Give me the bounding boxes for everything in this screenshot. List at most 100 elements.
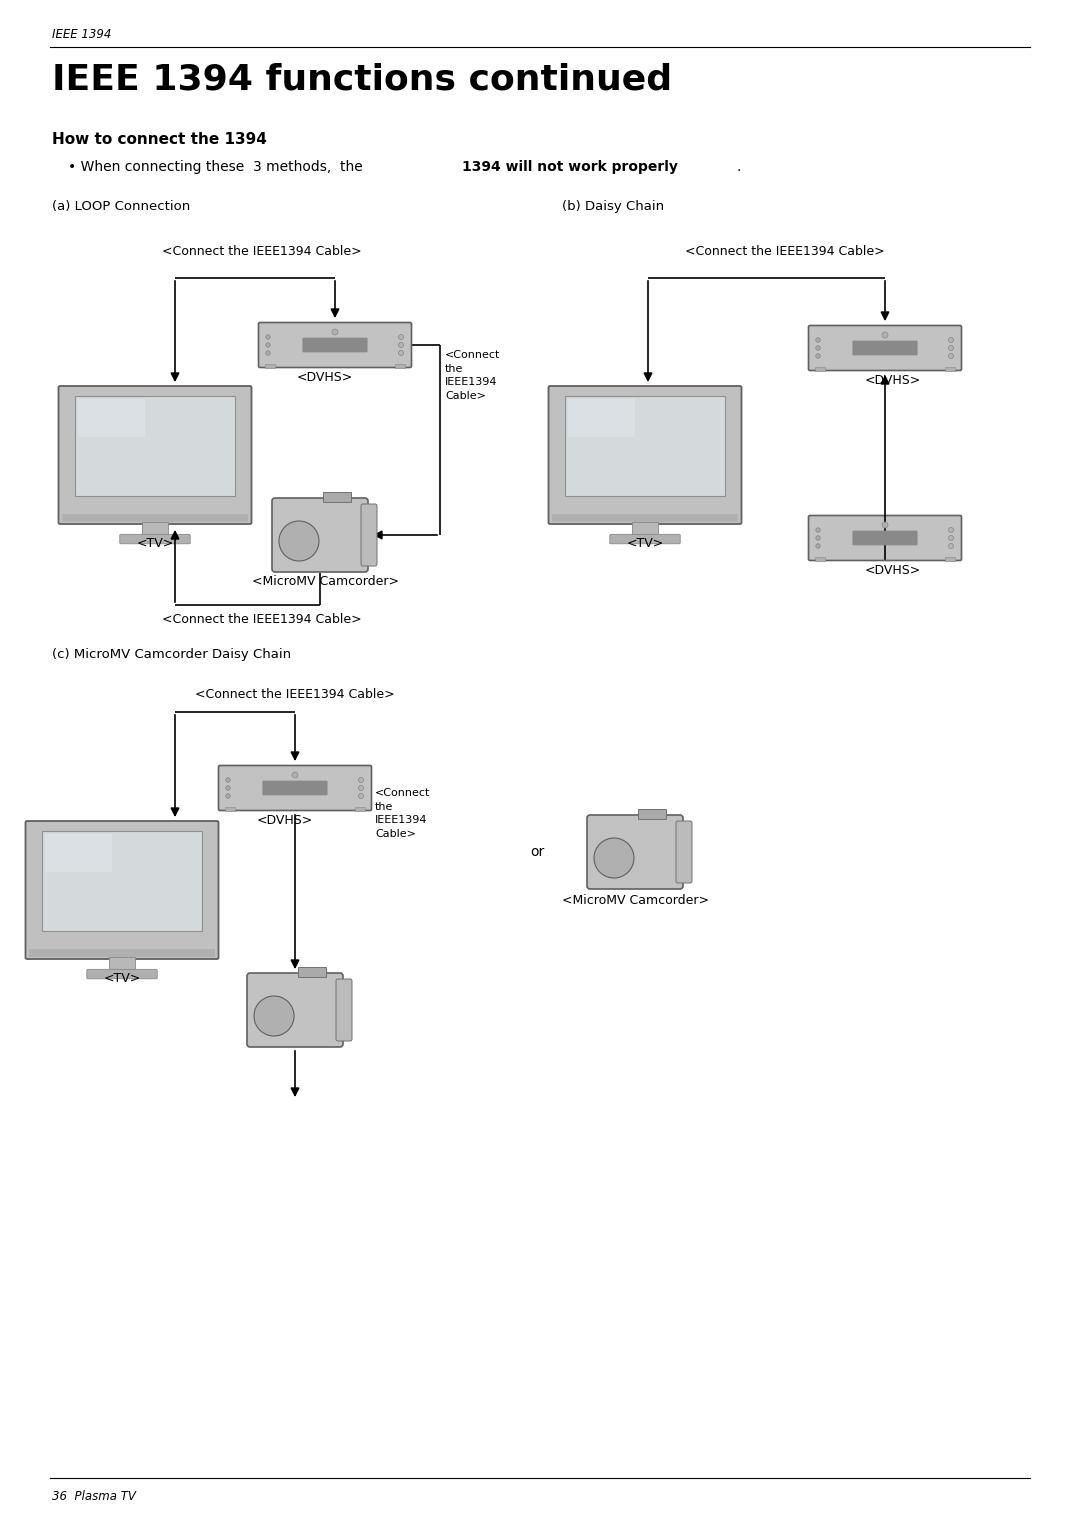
Bar (815, 558, 825, 561)
FancyBboxPatch shape (361, 504, 377, 565)
Circle shape (815, 354, 820, 358)
FancyBboxPatch shape (272, 498, 368, 571)
Text: <MicroMV Camcorder>: <MicroMV Camcorder> (562, 894, 708, 908)
Circle shape (226, 795, 230, 798)
FancyBboxPatch shape (676, 821, 692, 883)
Text: <TV>: <TV> (626, 536, 663, 550)
Circle shape (948, 345, 954, 350)
FancyBboxPatch shape (42, 831, 202, 931)
Circle shape (815, 527, 820, 532)
Text: 1394 will not work properly: 1394 will not work properly (462, 160, 678, 174)
Circle shape (399, 342, 404, 347)
FancyBboxPatch shape (638, 810, 666, 819)
Text: <Connect the IEEE1394 Cable>: <Connect the IEEE1394 Cable> (195, 688, 395, 701)
Circle shape (948, 527, 954, 532)
Circle shape (226, 778, 230, 782)
Text: 36  Plasma TV: 36 Plasma TV (52, 1490, 136, 1504)
FancyBboxPatch shape (45, 834, 112, 871)
Text: <DVHS>: <DVHS> (865, 564, 921, 578)
Circle shape (270, 1012, 278, 1021)
Circle shape (882, 332, 888, 338)
FancyBboxPatch shape (610, 535, 680, 544)
FancyBboxPatch shape (549, 387, 742, 524)
Circle shape (399, 335, 404, 339)
FancyBboxPatch shape (120, 535, 190, 544)
Circle shape (948, 353, 954, 359)
FancyBboxPatch shape (76, 396, 234, 495)
Text: <MicroMV Camcorder>: <MicroMV Camcorder> (252, 575, 399, 588)
Circle shape (606, 850, 622, 866)
Text: IEEE 1394 functions continued: IEEE 1394 functions continued (52, 63, 672, 96)
FancyBboxPatch shape (258, 322, 411, 368)
Bar (552, 513, 738, 521)
Bar (265, 364, 275, 368)
Circle shape (285, 527, 313, 555)
Circle shape (948, 338, 954, 342)
Circle shape (359, 778, 364, 782)
Circle shape (266, 342, 270, 347)
Circle shape (948, 544, 954, 549)
Text: IEEE 1394: IEEE 1394 (52, 28, 111, 41)
FancyBboxPatch shape (264, 781, 327, 795)
Circle shape (359, 785, 364, 790)
Circle shape (948, 535, 954, 541)
Bar (62, 513, 248, 521)
Text: (c) MicroMV Camcorder Daisy Chain: (c) MicroMV Camcorder Daisy Chain (52, 648, 292, 662)
FancyBboxPatch shape (247, 973, 343, 1047)
FancyBboxPatch shape (298, 967, 326, 978)
Circle shape (295, 536, 303, 545)
Bar (945, 558, 955, 561)
FancyBboxPatch shape (303, 338, 367, 351)
Circle shape (399, 350, 404, 356)
FancyBboxPatch shape (588, 814, 683, 889)
Circle shape (815, 536, 820, 541)
Text: <Connect the IEEE1394 Cable>: <Connect the IEEE1394 Cable> (685, 244, 885, 258)
Circle shape (266, 1008, 282, 1024)
Circle shape (815, 338, 820, 342)
Circle shape (291, 533, 307, 549)
Bar (109, 957, 135, 972)
Circle shape (266, 351, 270, 354)
Circle shape (332, 329, 338, 335)
FancyBboxPatch shape (853, 532, 917, 545)
Circle shape (815, 544, 820, 549)
Circle shape (254, 996, 294, 1036)
FancyBboxPatch shape (86, 969, 158, 979)
FancyBboxPatch shape (565, 396, 725, 495)
Bar (945, 367, 955, 371)
Circle shape (594, 837, 634, 879)
FancyBboxPatch shape (809, 515, 961, 561)
Circle shape (279, 521, 319, 561)
Text: How to connect the 1394: How to connect the 1394 (52, 131, 267, 147)
Text: (a) LOOP Connection: (a) LOOP Connection (52, 200, 190, 212)
FancyBboxPatch shape (26, 821, 218, 960)
Bar (815, 367, 825, 371)
Circle shape (815, 345, 820, 350)
Circle shape (359, 793, 364, 799)
Bar (355, 807, 365, 811)
Text: <DVHS>: <DVHS> (297, 371, 353, 384)
Circle shape (226, 785, 230, 790)
Bar (632, 521, 659, 536)
Bar (395, 364, 405, 368)
FancyBboxPatch shape (78, 399, 145, 437)
Text: <Connect
the
IEEE1394
Cable>: <Connect the IEEE1394 Cable> (375, 788, 430, 839)
Circle shape (260, 1002, 288, 1030)
Text: (b) Daisy Chain: (b) Daisy Chain (562, 200, 664, 212)
Circle shape (292, 772, 298, 778)
Circle shape (266, 335, 270, 339)
FancyBboxPatch shape (218, 766, 372, 810)
Circle shape (610, 854, 618, 862)
Text: <Connect the IEEE1394 Cable>: <Connect the IEEE1394 Cable> (162, 244, 362, 258)
Text: <TV>: <TV> (136, 536, 174, 550)
Text: <Connect
the
IEEE1394
Cable>: <Connect the IEEE1394 Cable> (445, 350, 500, 400)
Circle shape (600, 843, 627, 872)
Text: <DVHS>: <DVHS> (257, 814, 313, 827)
Circle shape (882, 523, 888, 529)
FancyBboxPatch shape (58, 387, 252, 524)
Bar (141, 521, 168, 536)
Bar (225, 807, 235, 811)
Text: or: or (530, 845, 544, 859)
FancyBboxPatch shape (336, 979, 352, 1041)
Text: • When connecting these  3 methods,  the: • When connecting these 3 methods, the (68, 160, 367, 174)
